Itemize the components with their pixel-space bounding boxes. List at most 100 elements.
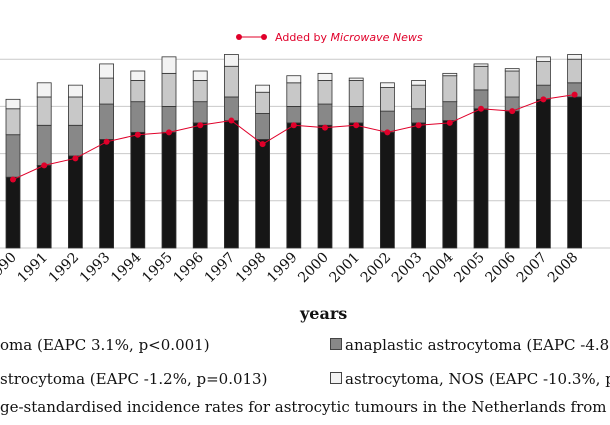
bar-1991-series-0 xyxy=(36,164,52,249)
legend-item-anaplastic: anaplastic astrocytoma (EAPC -4.8% xyxy=(330,336,610,354)
bar-2004-series-2 xyxy=(442,75,458,103)
bar-1994-series-3 xyxy=(130,70,146,81)
bar-2002-series-2 xyxy=(379,87,395,112)
x-tick-2005: 2005 xyxy=(451,250,488,287)
bar-1994-series-0 xyxy=(130,131,146,249)
bar-2008-series-2 xyxy=(567,58,582,84)
bar-1999-series-3 xyxy=(286,75,302,84)
bar-1998-series-3 xyxy=(255,84,271,93)
line-point-2002 xyxy=(384,129,391,136)
bar-1995-series-0 xyxy=(161,131,177,249)
bar-1997-series-3 xyxy=(223,54,239,67)
line-point-1990 xyxy=(10,176,16,183)
bar-2001-series-0 xyxy=(348,122,364,249)
x-tick-2000: 2000 xyxy=(295,250,332,287)
bar-1997-series-2 xyxy=(223,65,239,98)
x-tick-labels: 1990199119921993199419951996199719981999… xyxy=(0,249,581,286)
bar-2002-series-1 xyxy=(379,110,395,133)
line-point-2004 xyxy=(446,119,453,126)
top-legend-label: Added by Microwave News xyxy=(275,31,423,44)
legend-item-astrocytoma-nos: astrocytoma, NOS (EAPC -10.3%, p xyxy=(330,370,610,388)
bar-2005-series-0 xyxy=(473,108,489,249)
line-point-2006 xyxy=(509,108,516,115)
bar-1990-series-1 xyxy=(5,134,21,178)
legend-swatch-anaplastic xyxy=(330,338,342,350)
figure-caption: ge-standardised incidence rates for astr… xyxy=(0,398,610,416)
bar-1999-series-2 xyxy=(286,82,302,107)
top-legend: Added by Microwave News xyxy=(236,31,423,44)
bar-1995-series-1 xyxy=(161,106,177,133)
bar-2003-series-1 xyxy=(411,108,427,124)
line-point-1992 xyxy=(72,155,79,162)
x-tick-1997: 1997 xyxy=(202,250,239,287)
bar-1996-series-3 xyxy=(192,70,208,81)
bar-2007-series-3 xyxy=(536,56,551,62)
x-tick-1996: 1996 xyxy=(171,249,208,286)
line-point-2001 xyxy=(353,122,360,129)
bar-1993-series-0 xyxy=(99,139,114,249)
bar-stacks xyxy=(5,54,582,249)
bar-2001-series-3 xyxy=(348,77,364,81)
x-tick-1995: 1995 xyxy=(139,250,176,287)
x-tick-1999: 1999 xyxy=(264,250,301,287)
bar-1998-series-1 xyxy=(255,113,271,140)
x-tick-1998: 1998 xyxy=(233,250,270,287)
bar-1996-series-2 xyxy=(192,80,208,103)
bar-2000-series-2 xyxy=(317,80,333,105)
bar-1998-series-2 xyxy=(255,91,271,114)
bar-2002-series-0 xyxy=(379,131,395,249)
bar-1994-series-2 xyxy=(130,80,146,103)
x-tick-1994: 1994 xyxy=(108,249,145,286)
line-point-2007 xyxy=(540,96,547,103)
x-tick-1990: 1990 xyxy=(0,250,20,287)
bar-2000-series-1 xyxy=(317,103,333,126)
bar-2004-series-0 xyxy=(442,120,458,249)
legend-label-anaplastic: anaplastic astrocytoma (EAPC -4.8% xyxy=(345,336,610,354)
x-tick-2007: 2007 xyxy=(514,250,551,287)
bar-1992-series-0 xyxy=(68,155,83,249)
bar-2008-series-0 xyxy=(567,96,582,249)
line-point-2000 xyxy=(322,124,328,131)
bar-1993-series-2 xyxy=(99,77,114,105)
x-tick-2008: 2008 xyxy=(545,250,582,287)
bar-1995-series-2 xyxy=(161,72,177,107)
bar-1996-series-1 xyxy=(192,101,208,124)
legend-item-glioblastoma: oma (EAPC 3.1%, p<0.001) xyxy=(0,336,210,354)
bar-2004-series-1 xyxy=(442,101,458,121)
bar-1992-series-3 xyxy=(68,84,83,98)
bar-1990-series-0 xyxy=(5,176,21,249)
bar-2001-series-2 xyxy=(348,80,364,107)
bar-2005-series-3 xyxy=(473,63,489,67)
bar-2004-series-3 xyxy=(442,72,458,77)
x-axis-title: years xyxy=(300,304,348,323)
bar-1992-series-1 xyxy=(68,124,83,157)
bar-1993-series-3 xyxy=(99,63,114,79)
bar-2005-series-2 xyxy=(473,65,489,91)
bar-1993-series-1 xyxy=(99,103,114,140)
bar-2006-series-2 xyxy=(504,70,520,98)
x-tick-1991: 1991 xyxy=(15,250,52,287)
bar-2003-series-0 xyxy=(411,122,427,249)
bar-1992-series-2 xyxy=(68,96,83,126)
bar-1997-series-0 xyxy=(223,120,239,249)
line-point-1998 xyxy=(259,141,266,148)
bar-1991-series-3 xyxy=(36,82,52,98)
bar-2001-series-1 xyxy=(348,106,364,124)
bar-1991-series-1 xyxy=(36,124,52,166)
top-legend-marker-left xyxy=(236,34,242,40)
bar-1991-series-2 xyxy=(36,96,52,126)
bar-2000-series-3 xyxy=(317,72,333,81)
x-tick-2001: 2001 xyxy=(327,250,364,287)
bar-1998-series-0 xyxy=(255,139,271,249)
x-tick-1993: 1993 xyxy=(77,250,114,287)
line-point-1996 xyxy=(197,122,204,129)
microwave-news-line xyxy=(10,91,578,183)
bar-2003-series-2 xyxy=(411,84,427,110)
chart: 1990199119921993199419951996199719981999… xyxy=(0,31,610,286)
line-point-1995 xyxy=(166,129,172,136)
x-tick-2004: 2004 xyxy=(420,249,457,286)
legend-swatch-nos xyxy=(330,372,342,384)
line-point-1993 xyxy=(103,138,110,145)
bar-1994-series-1 xyxy=(130,101,146,133)
bar-1995-series-3 xyxy=(161,56,177,74)
